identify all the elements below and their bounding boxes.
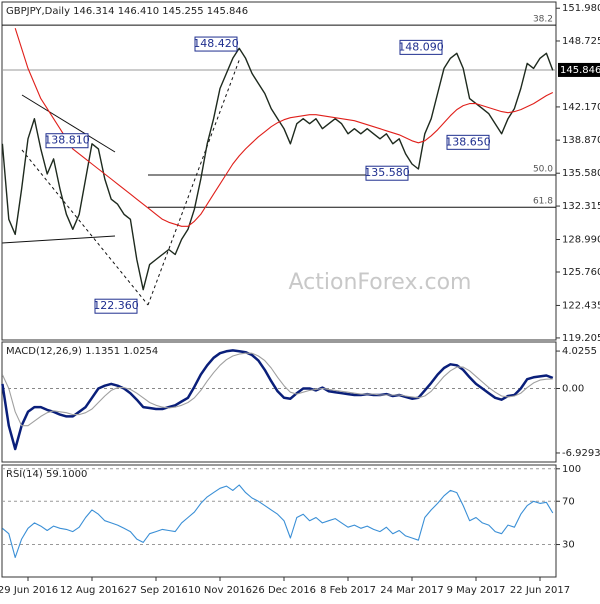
y-tick-label: 30 bbox=[562, 540, 575, 551]
x-tick-label: 26 Dec 2016 bbox=[252, 585, 316, 596]
panel-title: GBPJPY,Daily 146.314 146.410 145.255 145… bbox=[6, 6, 248, 17]
x-tick-label: 10 Nov 2016 bbox=[188, 585, 252, 596]
series-line bbox=[1, 349, 554, 451]
last-price-label: 145.846 bbox=[560, 65, 600, 76]
price-annotation-box bbox=[365, 165, 409, 181]
y-tick-label: 132.315 bbox=[562, 201, 600, 212]
fib-label: 38.2 bbox=[533, 15, 553, 25]
price-annotation: 122.360 bbox=[93, 299, 139, 312]
series-line bbox=[14, 28, 554, 227]
panel-title: MACD(12,26,9) 1.1351 1.0254 bbox=[6, 346, 158, 357]
series-line bbox=[2, 484, 554, 559]
x-tick-label: 24 Mar 2017 bbox=[380, 585, 443, 596]
watermark: ActionForex.com bbox=[289, 270, 472, 295]
x-tick-label: 27 Sep 2016 bbox=[124, 585, 187, 596]
price-annotation: 135.580 bbox=[364, 166, 410, 179]
trend-lines bbox=[1, 57, 241, 306]
panel-frame bbox=[1, 464, 557, 578]
x-tick-label: 9 May 2017 bbox=[447, 585, 506, 596]
panel-title: RSI(14) 59.1000 bbox=[6, 469, 87, 480]
price-annotation-box bbox=[45, 133, 89, 149]
y-tick-label: 4.0255 bbox=[562, 346, 597, 357]
price-annotation-box bbox=[94, 298, 138, 314]
y-tick-label: 100 bbox=[562, 464, 581, 475]
panel-frame bbox=[1, 1, 557, 341]
y-tick-label: 122.435 bbox=[562, 300, 600, 311]
last-price-box bbox=[558, 62, 600, 77]
y-tick-label: 70 bbox=[562, 496, 575, 507]
y-tick-label: 148.725 bbox=[562, 36, 600, 47]
y-tick-label: 142.170 bbox=[562, 102, 600, 113]
price-annotation-box bbox=[399, 39, 443, 55]
x-tick-label: 12 Aug 2016 bbox=[60, 585, 124, 596]
x-tick-label: 8 Feb 2017 bbox=[320, 585, 376, 596]
price-annotation: 138.810 bbox=[44, 134, 90, 147]
trend-line bbox=[21, 94, 116, 153]
series-line bbox=[1, 47, 554, 291]
price-annotation: 148.420 bbox=[193, 37, 239, 50]
y-tick-label: 151.980 bbox=[562, 3, 600, 14]
series-line bbox=[1, 352, 553, 427]
y-tick-label: 135.580 bbox=[562, 168, 600, 179]
y-tick-label: -6.9293 bbox=[562, 448, 600, 459]
y-tick-label: 0.00 bbox=[562, 384, 584, 395]
fib-label: 61.8 bbox=[533, 197, 553, 207]
y-tick-label: 128.990 bbox=[562, 235, 600, 246]
y-tick-label: 138.870 bbox=[562, 135, 600, 146]
price-annotation-box bbox=[446, 134, 490, 150]
y-tick-label: 125.760 bbox=[562, 267, 600, 278]
x-tick-label: 22 Jun 2017 bbox=[510, 585, 570, 596]
panel-frame bbox=[1, 341, 557, 463]
fib-label: 50.0 bbox=[533, 165, 553, 175]
price-annotation-box bbox=[194, 36, 238, 52]
price-annotation: 138.650 bbox=[445, 135, 491, 148]
price-annotation: 148.090 bbox=[398, 40, 444, 53]
trend-line bbox=[1, 235, 116, 244]
y-tick-label: 119.205 bbox=[562, 333, 600, 344]
x-tick-label: 29 Jun 2016 bbox=[0, 585, 58, 596]
trend-line bbox=[147, 57, 241, 306]
